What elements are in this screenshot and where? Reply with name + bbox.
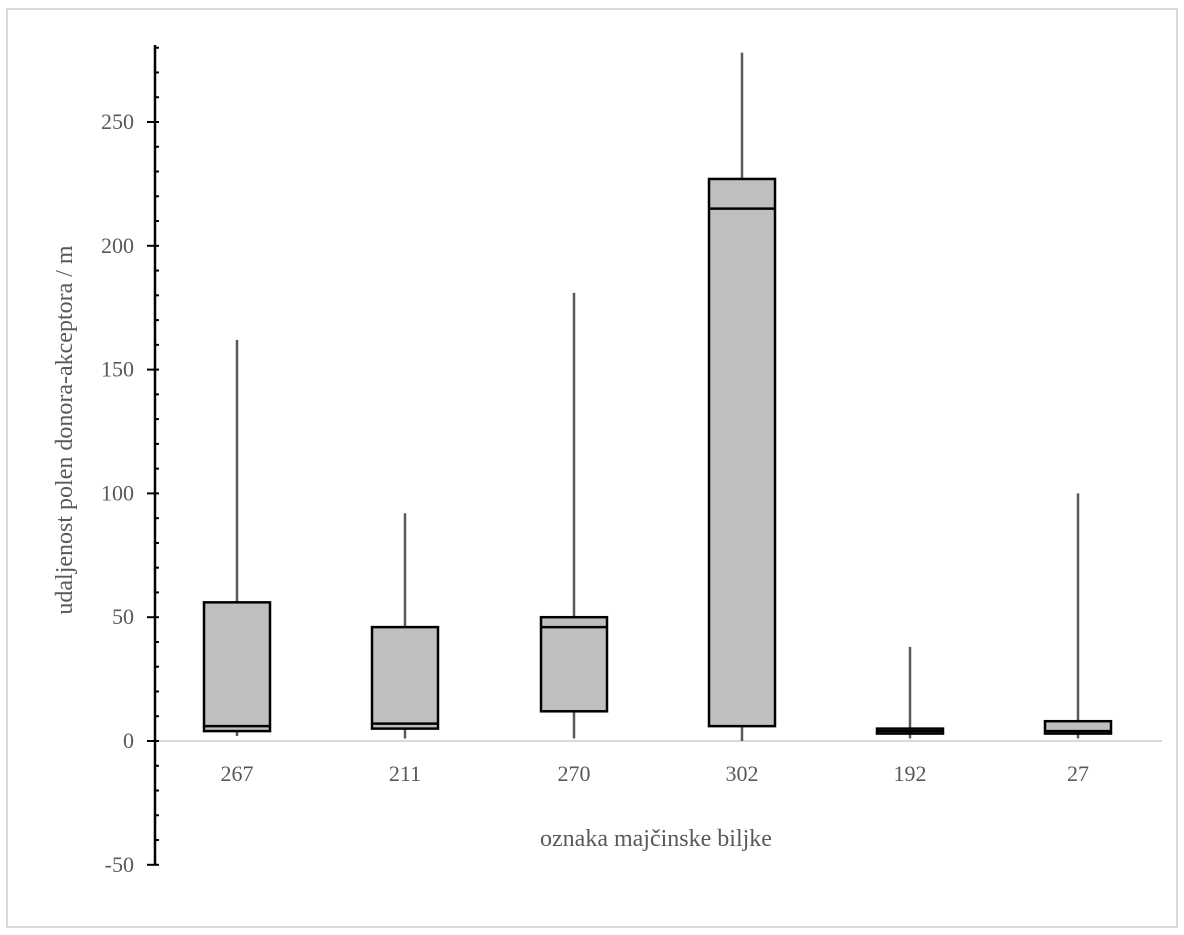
x-tick-label: 27 [1067,761,1089,786]
x-tick-label: 267 [221,761,254,786]
box-group-192: 192 [875,646,945,786]
box-marks: 267 211 270 302 192 27 [202,52,1113,786]
y-axis-label: udaljenost polen donora-akceptora / m [52,245,78,615]
y-tick-label: 200 [101,233,134,258]
x-tick-label: 270 [558,761,591,786]
box-group-302: 302 [707,52,777,786]
x-tick-label: 192 [894,761,927,786]
box-group-267: 267 [202,339,272,786]
y-tick-label: -50 [105,852,134,877]
y-tick-label: 250 [101,109,134,134]
y-tick-label: 100 [101,480,134,505]
box [202,601,272,733]
box-group-27: 27 [1043,493,1113,786]
y-tick-label: 50 [112,604,134,629]
axes: -50 0 50 100 150 200 250 [101,45,1162,877]
y-tick-label: 0 [123,728,134,753]
box [707,177,777,728]
box [370,625,440,730]
x-tick-label: 211 [389,761,421,786]
chart-frame [6,8,1178,928]
box-group-211: 211 [370,513,440,786]
box-group-270: 270 [539,292,609,786]
y-tick-label: 150 [101,357,134,382]
x-tick-label: 302 [726,761,759,786]
x-axis-label: oznaka majčinske biljke [540,826,772,852]
box [539,615,609,713]
